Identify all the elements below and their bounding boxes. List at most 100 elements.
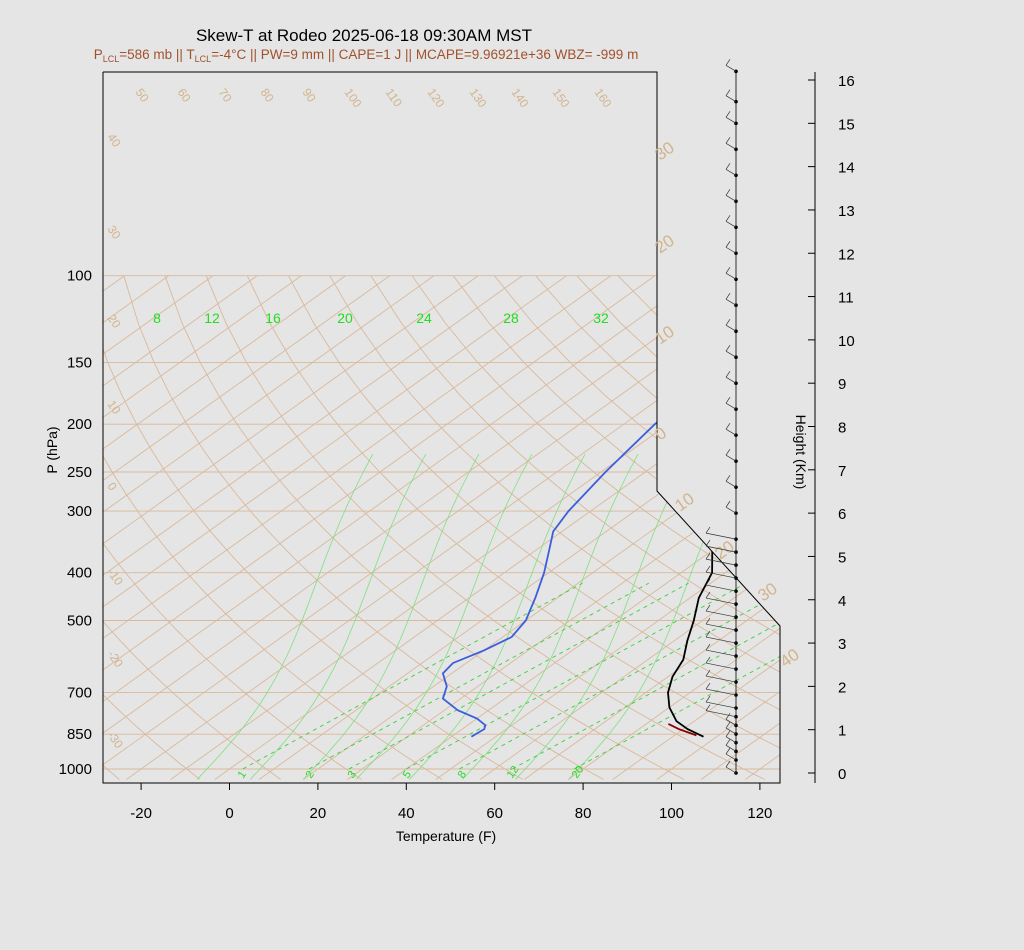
wind-barb-flag bbox=[705, 552, 711, 560]
temperature-tick-label: 20 bbox=[310, 805, 327, 822]
isotherm bbox=[103, 275, 700, 780]
height-tick-label: 8 bbox=[838, 420, 846, 437]
isotherm bbox=[103, 275, 302, 780]
height-tick-label: 9 bbox=[838, 376, 846, 393]
wind-barb bbox=[725, 736, 737, 743]
isotherm bbox=[103, 275, 125, 780]
isotherm-label-left: 30 bbox=[105, 223, 124, 242]
wind-barb bbox=[705, 710, 737, 718]
dry-adiabat bbox=[699, 275, 780, 780]
wind-barb-flag bbox=[725, 59, 731, 66]
wind-barb bbox=[725, 766, 737, 774]
wind-barb-flag bbox=[705, 643, 711, 651]
dry-adiabat bbox=[103, 275, 201, 780]
chart-title: Skew-T at Rodeo 2025-06-18 09:30AM MST bbox=[196, 26, 532, 45]
isotherm bbox=[878, 276, 1024, 780]
wind-barb bbox=[705, 688, 737, 696]
dry-adiabat bbox=[452, 275, 780, 780]
mixing-ratio-label: 28 bbox=[503, 310, 519, 326]
wind-barb-flag bbox=[725, 747, 731, 755]
wind-barb-flag bbox=[725, 345, 731, 352]
isotherm bbox=[214, 275, 780, 780]
isotherm bbox=[745, 275, 780, 780]
wind-barb-flag bbox=[725, 215, 731, 222]
height-tick-label: 10 bbox=[838, 333, 855, 350]
wind-barb-flag bbox=[725, 739, 731, 746]
dry-adiabat bbox=[103, 275, 524, 780]
wind-barb bbox=[705, 597, 737, 605]
wind-barb bbox=[705, 649, 737, 657]
isotherm bbox=[103, 275, 435, 780]
dry-adiabat bbox=[370, 275, 780, 780]
pressure-tick-label: 1000 bbox=[59, 761, 92, 778]
moist-adiabat bbox=[196, 453, 374, 780]
moist-adiabat bbox=[409, 453, 586, 780]
mixing-ratio-label: 32 bbox=[593, 310, 609, 326]
height-tick-label: 15 bbox=[838, 116, 855, 133]
isotherm bbox=[103, 275, 258, 780]
isotherm bbox=[966, 276, 1024, 780]
wind-barb bbox=[705, 662, 737, 670]
height-tick-label: 7 bbox=[838, 463, 846, 480]
mixing-ratio-label-bottom: 2 bbox=[304, 769, 317, 781]
wind-barb-flag bbox=[705, 617, 711, 625]
isotherm-label: 140 bbox=[509, 86, 532, 111]
wind-level-dot bbox=[734, 433, 738, 437]
dry-adiabat bbox=[123, 275, 604, 780]
y2-axis-label: Height (Km) bbox=[793, 415, 809, 490]
mixing-ratio-label-bottom: 5 bbox=[401, 769, 414, 781]
pressure-tick-label: 850 bbox=[67, 726, 92, 743]
wind-barb bbox=[725, 117, 737, 124]
wind-barb bbox=[725, 65, 737, 72]
wind-barb-flag bbox=[705, 682, 711, 690]
wind-barb bbox=[705, 571, 737, 579]
wind-barb bbox=[725, 480, 737, 488]
wind-barb bbox=[725, 745, 737, 752]
moist-adiabat bbox=[568, 453, 745, 780]
height-tick-label: 16 bbox=[838, 73, 855, 90]
wind-level-dot bbox=[734, 329, 738, 334]
profile-series bbox=[441, 274, 780, 738]
isotherm bbox=[103, 275, 656, 780]
dry-adiabat bbox=[576, 275, 780, 780]
height-tick-label: 6 bbox=[838, 506, 846, 523]
pressure-tick-label: 500 bbox=[67, 613, 92, 630]
isotherm bbox=[0, 276, 36, 780]
isotherm-label-right: 20 bbox=[651, 231, 677, 257]
wind-barb-flag bbox=[725, 370, 731, 378]
isotherm bbox=[656, 275, 780, 780]
mixing-ratio-label: 16 bbox=[265, 310, 281, 326]
mixing-ratio-line bbox=[459, 582, 780, 770]
isotherm bbox=[103, 275, 214, 780]
x-axis-label: Temperature (F) bbox=[396, 828, 496, 844]
dry-adiabat bbox=[741, 275, 780, 780]
isotherm-label: 100 bbox=[342, 86, 365, 111]
wind-barb-flag bbox=[725, 137, 731, 144]
isotherm-label: 120 bbox=[425, 86, 448, 111]
isotherm bbox=[435, 275, 780, 780]
temperature-tick-label: 60 bbox=[486, 805, 503, 822]
mixing-ratio-line bbox=[242, 582, 583, 770]
pressure-axis: 100 150 200 250 300 400 500 700 850 1000 bbox=[59, 268, 92, 778]
isotherm-label: 150 bbox=[550, 86, 573, 111]
wind-barb-flag bbox=[725, 111, 731, 118]
dry-adiabat bbox=[246, 275, 780, 780]
wind-barb bbox=[725, 324, 737, 332]
height-tick-label: 0 bbox=[838, 766, 846, 783]
temperature-tick-label: 80 bbox=[575, 805, 592, 822]
wind-barb bbox=[725, 454, 737, 462]
isotherm-label: 130 bbox=[467, 86, 490, 111]
temperature-tick-label: 40 bbox=[398, 805, 415, 822]
subtitle-p-lcl: 586 mb bbox=[127, 47, 172, 62]
isotherm bbox=[258, 275, 780, 780]
wind-barb bbox=[705, 532, 737, 540]
wind-barb-flag bbox=[725, 500, 731, 508]
wind-profile bbox=[705, 59, 738, 775]
wind-barb-flag bbox=[725, 163, 731, 170]
dry-adiabat bbox=[617, 275, 780, 780]
chart-subtitle: PLCL=586 mb || TLCL=-4°C || PW=9 mm || C… bbox=[94, 47, 639, 64]
wind-barb bbox=[725, 298, 737, 306]
isotherm bbox=[103, 275, 567, 780]
temperature-tick-label: -20 bbox=[130, 805, 152, 822]
